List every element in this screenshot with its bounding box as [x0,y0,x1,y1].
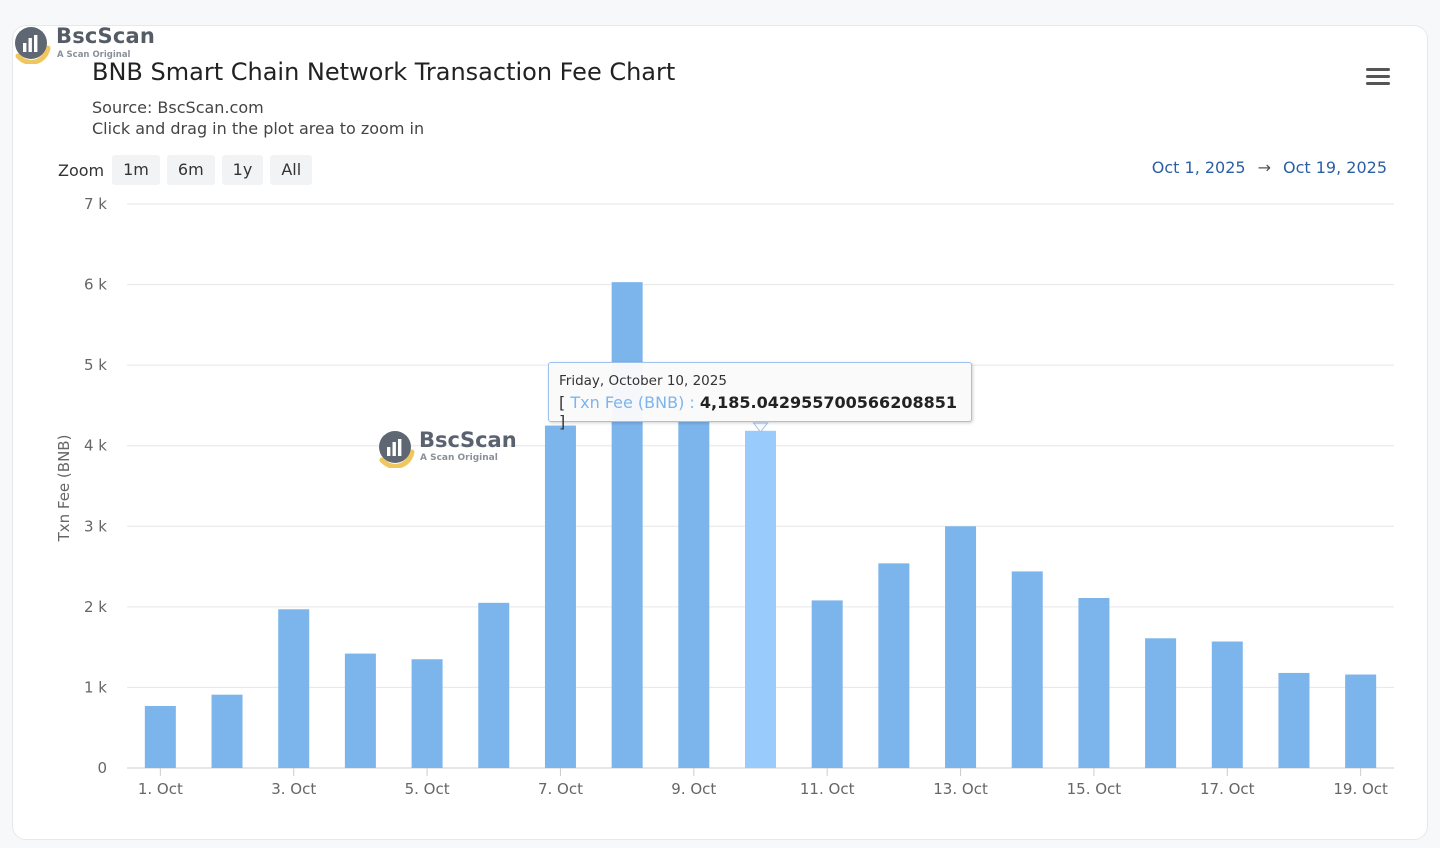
bar[interactable] [1345,674,1377,768]
bscscan-watermark-icon [379,431,415,469]
tooltip-pointer [752,422,769,433]
date-range: Oct 1, 2025 → Oct 19, 2025 [1152,158,1387,177]
chart-subtitle: Source: BscScan.com Click and drag in th… [92,97,424,139]
bar[interactable] [878,563,910,768]
zoom-all-button[interactable]: All [270,155,313,185]
range-arrow-icon: → [1257,158,1271,177]
bar[interactable] [945,526,977,768]
bscscan-logo: BscScan A Scan Original [12,24,172,65]
y-tick-label: 0 [97,759,107,777]
bar[interactable] [478,602,510,768]
range-from-input[interactable]: Oct 1, 2025 [1151,158,1246,177]
bar[interactable] [411,659,443,768]
x-tick-label: 17. Oct [1200,780,1255,798]
x-tick-label: 9. Oct [671,780,716,798]
y-tick-label: 3 k [84,517,107,535]
x-tick-label: 1. Oct [138,780,183,798]
bar[interactable] [611,282,643,768]
zoom-selector: Zoom 1m 6m 1y All [58,155,319,185]
watermark-subtext: A Scan Original [420,453,498,463]
y-tick-label: 5 k [84,356,107,374]
y-tick-label: 6 k [84,276,107,294]
x-tick-label: 19. Oct [1333,780,1388,798]
bar[interactable] [211,694,243,768]
x-tick-label: 5. Oct [405,780,450,798]
bar[interactable] [811,600,843,768]
x-tick-label: 11. Oct [800,780,855,798]
bscscan-logo-icon [15,27,51,65]
bscscan-watermark: BscScan A Scan Original [376,428,536,472]
zoom-label: Zoom [58,160,105,180]
bar[interactable] [1078,597,1110,768]
source-text: Source: BscScan.com [92,98,264,117]
tooltip-series-name: Txn Fee (BNB) [570,393,685,412]
zoom-1m-button[interactable]: 1m [112,155,160,185]
bar[interactable] [745,430,776,768]
bar[interactable] [278,609,310,768]
tooltip-open-bracket: [ [559,393,566,412]
tooltip-close-bracket: ] [559,412,566,431]
chart-title: BNB Smart Chain Network Transaction Fee … [92,58,676,86]
x-tick-label: 15. Oct [1067,780,1122,798]
y-tick-label: 1 k [84,678,107,696]
zoom-hint-text: Click and drag in the plot area to zoom … [92,119,425,138]
logo-text: BscScan [56,24,156,48]
hamburger-menu-icon[interactable] [1366,68,1390,88]
range-to-input[interactable]: Oct 19, 2025 [1283,158,1387,177]
y-tick-label: 2 k [84,598,107,616]
x-tick-label: 7. Oct [538,780,583,798]
y-axis-title: Txn Fee (BNB) [55,435,73,543]
x-tick-label: 13. Oct [933,780,988,798]
y-tick-label: 4 k [84,437,107,455]
bar[interactable] [1278,672,1310,768]
zoom-1y-button[interactable]: 1y [221,155,264,185]
tooltip-date: Friday, October 10, 2025 [559,373,727,389]
data-tooltip: Friday, October 10, 2025 [ Txn Fee (BNB)… [548,362,972,431]
bar[interactable] [1211,641,1243,768]
bar[interactable] [1145,638,1177,768]
watermark-text: BscScan [419,428,517,452]
tooltip-value: 4,185.042955700566208851 [699,393,957,412]
x-tick-label: 3. Oct [271,780,316,798]
bar[interactable] [678,420,710,768]
tooltip-separator: : [689,393,695,412]
bar[interactable] [344,653,376,768]
y-tick-label: 7 k [84,195,107,213]
bar[interactable] [144,705,176,768]
tooltip-row: [ Txn Fee (BNB) : 4,185.0429557005662088… [559,393,961,431]
logo-subtext: A Scan Original [57,50,131,60]
bar[interactable] [544,425,576,768]
zoom-6m-button[interactable]: 6m [166,155,215,185]
bar[interactable] [1011,571,1043,768]
